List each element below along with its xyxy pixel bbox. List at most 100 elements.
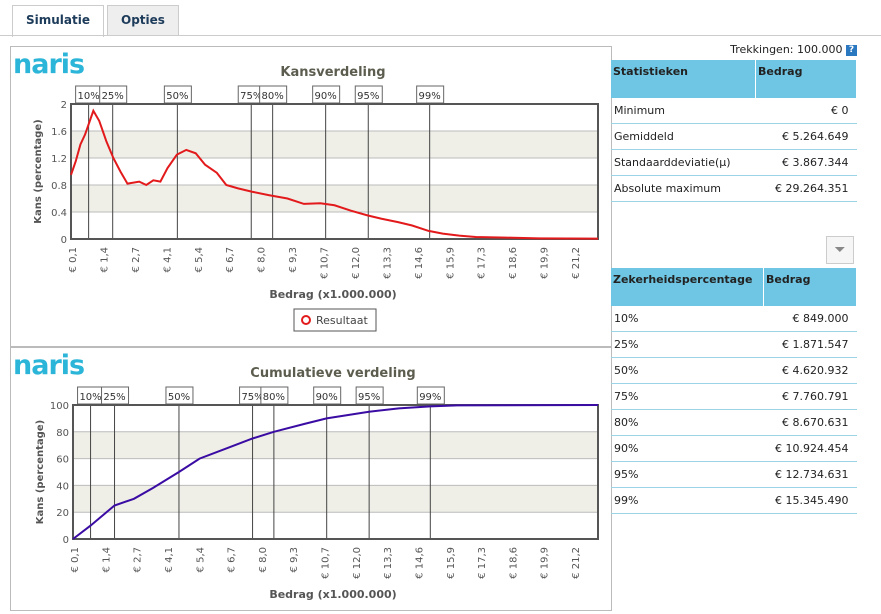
percentile-label: 75% (241, 392, 263, 403)
table-row: Standaarddeviatie(µ) € 3.867.344 (611, 149, 857, 176)
table-row: Absolute maximum € 29.264.351 (611, 175, 857, 202)
row-value: € 8.670.631 (763, 409, 857, 436)
density-chart: Kansverdeling 0 0.4 0.8 1.2 1.6 2 10% 25% 50% 75% 8… (33, 65, 599, 332)
row-label: Gemiddeld (611, 123, 756, 150)
y-tick-label: 1.6 (51, 127, 67, 138)
percentile-label: 80% (262, 91, 284, 102)
statistics-table: Statistieken Bedrag Minimum € 0 Gemiddeld € … (611, 60, 857, 202)
x-tick-label: € 14,6 (414, 247, 425, 279)
x-tick-label: € 15,9 (446, 547, 457, 579)
y-axis-title: Kans (percentage) (35, 420, 46, 524)
percentile-label: 95% (357, 91, 379, 102)
naris-logo: naris (13, 350, 85, 381)
series-line (72, 404, 599, 540)
percentile-label: 99% (419, 392, 441, 403)
x-tick-label: € 4,1 (162, 247, 173, 272)
y-tick-label: 2 (61, 100, 67, 111)
x-tick-label: € 17,3 (477, 247, 488, 279)
tab-divider (0, 35, 881, 36)
x-axis-title: Bedrag (x1.000.000) (269, 288, 396, 301)
x-tick-label: € 1,4 (99, 247, 110, 272)
x-tick-label: € 6,7 (225, 247, 236, 272)
row-label: 80% (611, 409, 764, 436)
percentile-label: 10% (78, 91, 100, 102)
row-label: Minimum (611, 98, 756, 124)
tab-bar: Simulatie Opties (12, 5, 179, 37)
x-tick-label: € 2,7 (133, 547, 144, 572)
percentile-label: 90% (316, 392, 338, 403)
row-label: Absolute maximum (611, 175, 756, 202)
row-label: 25% (611, 331, 764, 358)
x-tick-label: € 15,9 (445, 247, 456, 279)
x-tick-label: € 14,6 (414, 547, 425, 579)
row-label: Standaarddeviatie(µ) (611, 149, 756, 176)
x-tick-label: € 8,0 (257, 247, 268, 272)
row-value: € 29.264.351 (755, 175, 857, 202)
col-header: Statistieken (611, 60, 756, 98)
tab-simulatie[interactable]: Simulatie (12, 5, 105, 37)
x-tick-label: € 18,6 (508, 547, 519, 579)
percentile-label: 25% (103, 392, 125, 403)
y-axis-title: Kans (percentage) (33, 119, 44, 223)
cumulative-chart: Cumulatieve verdeling 0 20 40 60 80 100 10% 25% 5… (35, 366, 599, 601)
x-tick-label: € 9,3 (288, 247, 299, 272)
x-tick-label: € 0,1 (68, 247, 79, 272)
legend[interactable]: Resultaat (293, 308, 377, 332)
x-tick-label: € 17,3 (477, 547, 488, 579)
filter-icon: ⏷ (834, 242, 846, 258)
x-tick-label: € 4,1 (164, 547, 175, 572)
x-tick-label: € 21,2 (571, 247, 582, 279)
row-label: 10% (611, 306, 764, 332)
x-tick-label: € 13,3 (382, 247, 393, 279)
legend-label: Resultaat (316, 314, 368, 327)
row-label: 99% (611, 487, 764, 514)
row-label: 95% (611, 461, 764, 488)
row-label: 75% (611, 383, 764, 410)
y-tick-label: 0.8 (51, 181, 67, 192)
row-label: 50% (611, 357, 764, 384)
percentile-label: 75% (240, 91, 262, 102)
draws-count: Trekkingen: 100.000 ? (611, 40, 861, 60)
x-tick-label: € 18,6 (508, 247, 519, 279)
row-value: € 15.345.490 (763, 487, 857, 514)
y-tick-label: 20 (56, 508, 69, 519)
table-row: 90% € 10.924.454 (611, 435, 857, 462)
table-row: 10% € 849.000 (611, 306, 857, 332)
row-value: € 7.760.791 (763, 383, 857, 410)
filter-export-button[interactable]: ⏷ (826, 236, 854, 264)
percentile-label: 10% (79, 392, 101, 403)
percentile-label: 50% (168, 392, 190, 403)
certainty-table: Zekerheidspercentage Bedrag 10% € 849.000 2… (611, 268, 857, 514)
table-row: 99% € 15.345.490 (611, 487, 857, 514)
chart-title: Kansverdeling (280, 65, 385, 80)
y-tick-label: 0 (61, 235, 67, 246)
naris-logo: naris (13, 49, 85, 80)
y-tick-label: 0 (63, 535, 69, 546)
x-tick-label: € 8,0 (258, 547, 269, 572)
x-axis-title: Bedrag (x1.000.000) (269, 588, 396, 601)
statistics-sidebar: Trekkingen: 100.000 ? Statistieken Bedrag… (611, 40, 861, 514)
x-tick-label: € 6,7 (227, 547, 238, 572)
x-tick-label: € 0,1 (70, 547, 81, 572)
x-tick-label: € 2,7 (131, 247, 142, 272)
plot-frame (70, 103, 599, 240)
row-value: € 4.620.932 (763, 357, 857, 384)
legend-marker-icon (301, 315, 311, 325)
tab-opties[interactable]: Opties (107, 5, 179, 36)
table-row: 95% € 12.734.631 (611, 461, 857, 488)
x-tick-label: € 19,9 (540, 247, 551, 279)
x-tick-label: € 13,3 (383, 547, 394, 579)
x-tick-label: € 12,0 (352, 547, 363, 579)
table-row: 75% € 7.760.791 (611, 383, 857, 410)
x-tick-label: € 19,9 (540, 547, 551, 579)
percentile-label: 25% (102, 91, 124, 102)
row-value: € 3.867.344 (755, 149, 857, 176)
x-tick-label: € 10,7 (321, 547, 332, 579)
y-tick-label: 40 (56, 481, 69, 492)
row-label: 90% (611, 435, 764, 462)
y-tick-label: 80 (56, 428, 69, 439)
grid-band (71, 185, 598, 212)
help-icon[interactable]: ? (846, 44, 857, 56)
cumulative-chart-panel: naris Cumulatieve verdeling 0 20 40 60 80 100 1… (10, 347, 612, 611)
series-line (70, 108, 599, 240)
